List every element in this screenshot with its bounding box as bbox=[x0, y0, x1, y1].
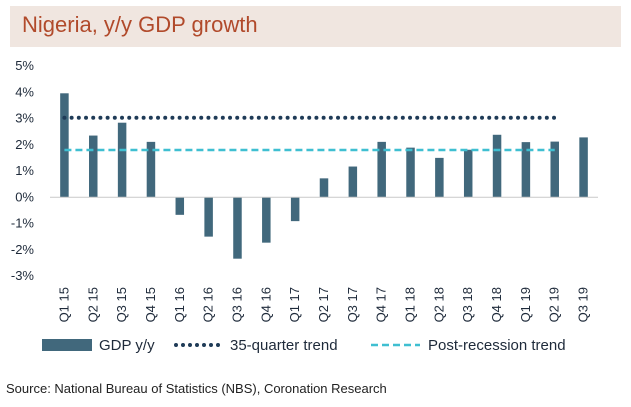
y-tick-label: -2% bbox=[11, 242, 35, 257]
y-tick-label: 5% bbox=[15, 58, 34, 73]
bar bbox=[290, 197, 300, 222]
x-tick-label: Q3 19 bbox=[576, 287, 591, 322]
x-tick-label: Q2 17 bbox=[316, 287, 331, 322]
bar bbox=[377, 141, 386, 198]
legend-swatch-gdp bbox=[42, 339, 92, 351]
x-tick-label: Q4 15 bbox=[143, 287, 158, 322]
bar bbox=[319, 178, 329, 198]
bar bbox=[579, 137, 588, 198]
x-tick-label: Q4 18 bbox=[489, 287, 504, 322]
x-tick-label: Q1 19 bbox=[518, 287, 533, 322]
x-tick-label: Q4 17 bbox=[374, 287, 389, 322]
x-tick-label: Q3 18 bbox=[460, 287, 475, 322]
x-tick-label: Q1 17 bbox=[287, 287, 302, 322]
y-tick-label: -3% bbox=[11, 268, 35, 283]
bar bbox=[60, 93, 69, 198]
y-tick-label: 3% bbox=[15, 111, 34, 126]
source-note: Source: National Bureau of Statistics (N… bbox=[6, 381, 387, 396]
chart-canvas: 5% 4% 3% 2% 1% 0% -1% -2% -3% Q1 15 Q2 15 Q3 15 Q4 1… bbox=[11, 58, 598, 354]
bar bbox=[262, 197, 271, 243]
bar bbox=[521, 142, 531, 198]
legend-label-35-quarter: 35-quarter trend bbox=[230, 337, 338, 354]
x-tick-label: Q2 19 bbox=[547, 287, 562, 322]
bar bbox=[146, 141, 156, 198]
y-tick-label: 0% bbox=[15, 189, 34, 204]
x-tick-label: Q1 18 bbox=[403, 287, 418, 322]
x-tick-label: Q2 18 bbox=[431, 287, 446, 322]
legend-label-gdp: GDP y/y bbox=[99, 337, 155, 354]
bar bbox=[89, 135, 98, 198]
x-tick-label: Q3 17 bbox=[345, 287, 360, 322]
bar bbox=[406, 147, 415, 198]
bar bbox=[348, 166, 358, 198]
x-tick-label: Q3 16 bbox=[229, 287, 244, 322]
bar bbox=[117, 122, 127, 198]
x-tick-label: Q3 15 bbox=[114, 287, 129, 322]
x-tick-label: Q4 16 bbox=[258, 287, 273, 322]
bar bbox=[233, 197, 242, 259]
x-tick-label: Q2 16 bbox=[201, 287, 216, 322]
bar bbox=[435, 157, 444, 198]
y-tick-label: -1% bbox=[11, 216, 35, 231]
title-band: Nigeria, y/y GDP growth bbox=[10, 6, 621, 47]
chart-title: Nigeria, y/y GDP growth bbox=[22, 12, 258, 37]
bar bbox=[550, 141, 559, 198]
legend-label-post-recession: Post-recession trend bbox=[428, 337, 566, 354]
bar bbox=[463, 149, 473, 198]
x-tick-label: Q2 15 bbox=[85, 287, 100, 322]
x-tick-label: Q1 16 bbox=[172, 287, 187, 322]
y-tick-label: 4% bbox=[15, 84, 34, 99]
bar bbox=[204, 197, 213, 237]
bar bbox=[175, 197, 185, 215]
bar bbox=[492, 134, 502, 198]
y-tick-label: 2% bbox=[15, 137, 34, 152]
x-tick-label: Q1 15 bbox=[56, 287, 71, 322]
y-tick-label: 1% bbox=[15, 163, 34, 178]
